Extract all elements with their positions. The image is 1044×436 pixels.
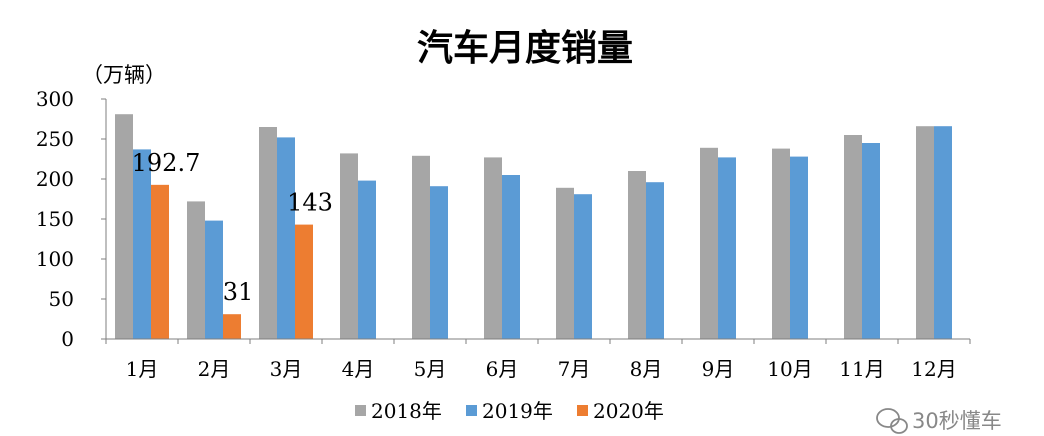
x-tick-label: 10月 — [767, 357, 812, 381]
legend-swatch — [577, 405, 588, 416]
chart-title: 汽车月度销量 — [417, 28, 633, 69]
data-labels: 192.7 31 143 — [132, 149, 333, 306]
bar-2019年-1月 — [133, 149, 151, 339]
bar-2019年-8月 — [646, 182, 664, 339]
data-label: 192.7 — [132, 149, 201, 177]
y-tick-label: 200 — [36, 167, 74, 191]
bar-2019年-12月 — [934, 126, 952, 339]
y-tick-label: 0 — [61, 327, 74, 351]
bar-2018年-9月 — [700, 147, 718, 339]
x-tick-label: 5月 — [414, 357, 447, 381]
bar-2018年-4月 — [340, 153, 358, 339]
y-axis: 0 50 100 150 200 250 300 — [36, 87, 107, 351]
bar-2018年-8月 — [628, 171, 646, 339]
x-tick-label: 1月 — [126, 357, 159, 381]
x-tick-label: 3月 — [270, 357, 303, 381]
y-tick-label: 300 — [36, 87, 74, 111]
x-tick-label: 8月 — [630, 357, 663, 381]
x-tick-label: 11月 — [839, 357, 884, 381]
watermark: 30秒懂车 — [876, 408, 1002, 434]
watermark-text: 30秒懂车 — [912, 409, 1002, 433]
legend-label: 2018年 — [371, 399, 442, 423]
legend: 2018年 2019年 2020年 — [355, 399, 664, 423]
x-tick-label: 4月 — [342, 357, 375, 381]
bar-2019年-3月 — [277, 137, 295, 339]
bar-2018年-10月 — [772, 148, 790, 339]
bar-2018年-3月 — [259, 127, 277, 339]
legend-swatch — [466, 405, 477, 416]
bar-2018年-2月 — [187, 201, 205, 339]
legend-swatch — [355, 405, 366, 416]
bar-2019年-10月 — [790, 156, 808, 339]
bar-2019年-4月 — [358, 180, 376, 339]
bar-2019年-5月 — [430, 186, 448, 339]
bar-2019年-6月 — [502, 175, 520, 339]
bar-2019年-2月 — [205, 220, 223, 339]
bar-2020年-2月 — [223, 314, 241, 339]
wechat-icon — [876, 408, 908, 434]
x-tick-label: 7月 — [558, 357, 591, 381]
y-tick-label: 250 — [36, 127, 74, 151]
x-tick-label: 12月 — [911, 357, 956, 381]
bar-2019年-11月 — [862, 143, 880, 339]
legend-item: 2019年 — [466, 399, 553, 423]
x-tick-label: 6月 — [486, 357, 519, 381]
bar-2019年-7月 — [574, 194, 592, 339]
bar-2019年-9月 — [718, 157, 736, 339]
bar-2020年-3月 — [295, 224, 313, 339]
legend-label: 2020年 — [593, 399, 664, 423]
x-axis: 1月 2月 3月 4月 5月 6月 7月 8月 9月 10月 11月 12月 — [105, 338, 971, 381]
bar-2018年-5月 — [412, 155, 430, 339]
legend-item: 2018年 — [355, 399, 442, 423]
legend-label: 2019年 — [482, 399, 553, 423]
legend-item: 2020年 — [577, 399, 664, 423]
bar-2018年-11月 — [844, 135, 862, 339]
bar-2018年-12月 — [916, 126, 934, 339]
bar-2018年-6月 — [484, 157, 502, 339]
data-label: 31 — [223, 278, 254, 306]
x-tick-label: 2月 — [198, 357, 231, 381]
y-tick-label: 50 — [49, 287, 74, 311]
bar-2018年-1月 — [115, 114, 133, 339]
data-label: 143 — [287, 189, 333, 217]
y-tick-label: 150 — [36, 207, 74, 231]
bar-2018年-7月 — [556, 187, 574, 339]
y-tick-label: 100 — [36, 247, 74, 271]
y-axis-unit-label: （万辆） — [82, 63, 166, 87]
bars — [115, 114, 952, 339]
bar-2020年-1月 — [151, 184, 169, 339]
x-tick-label: 9月 — [702, 357, 735, 381]
